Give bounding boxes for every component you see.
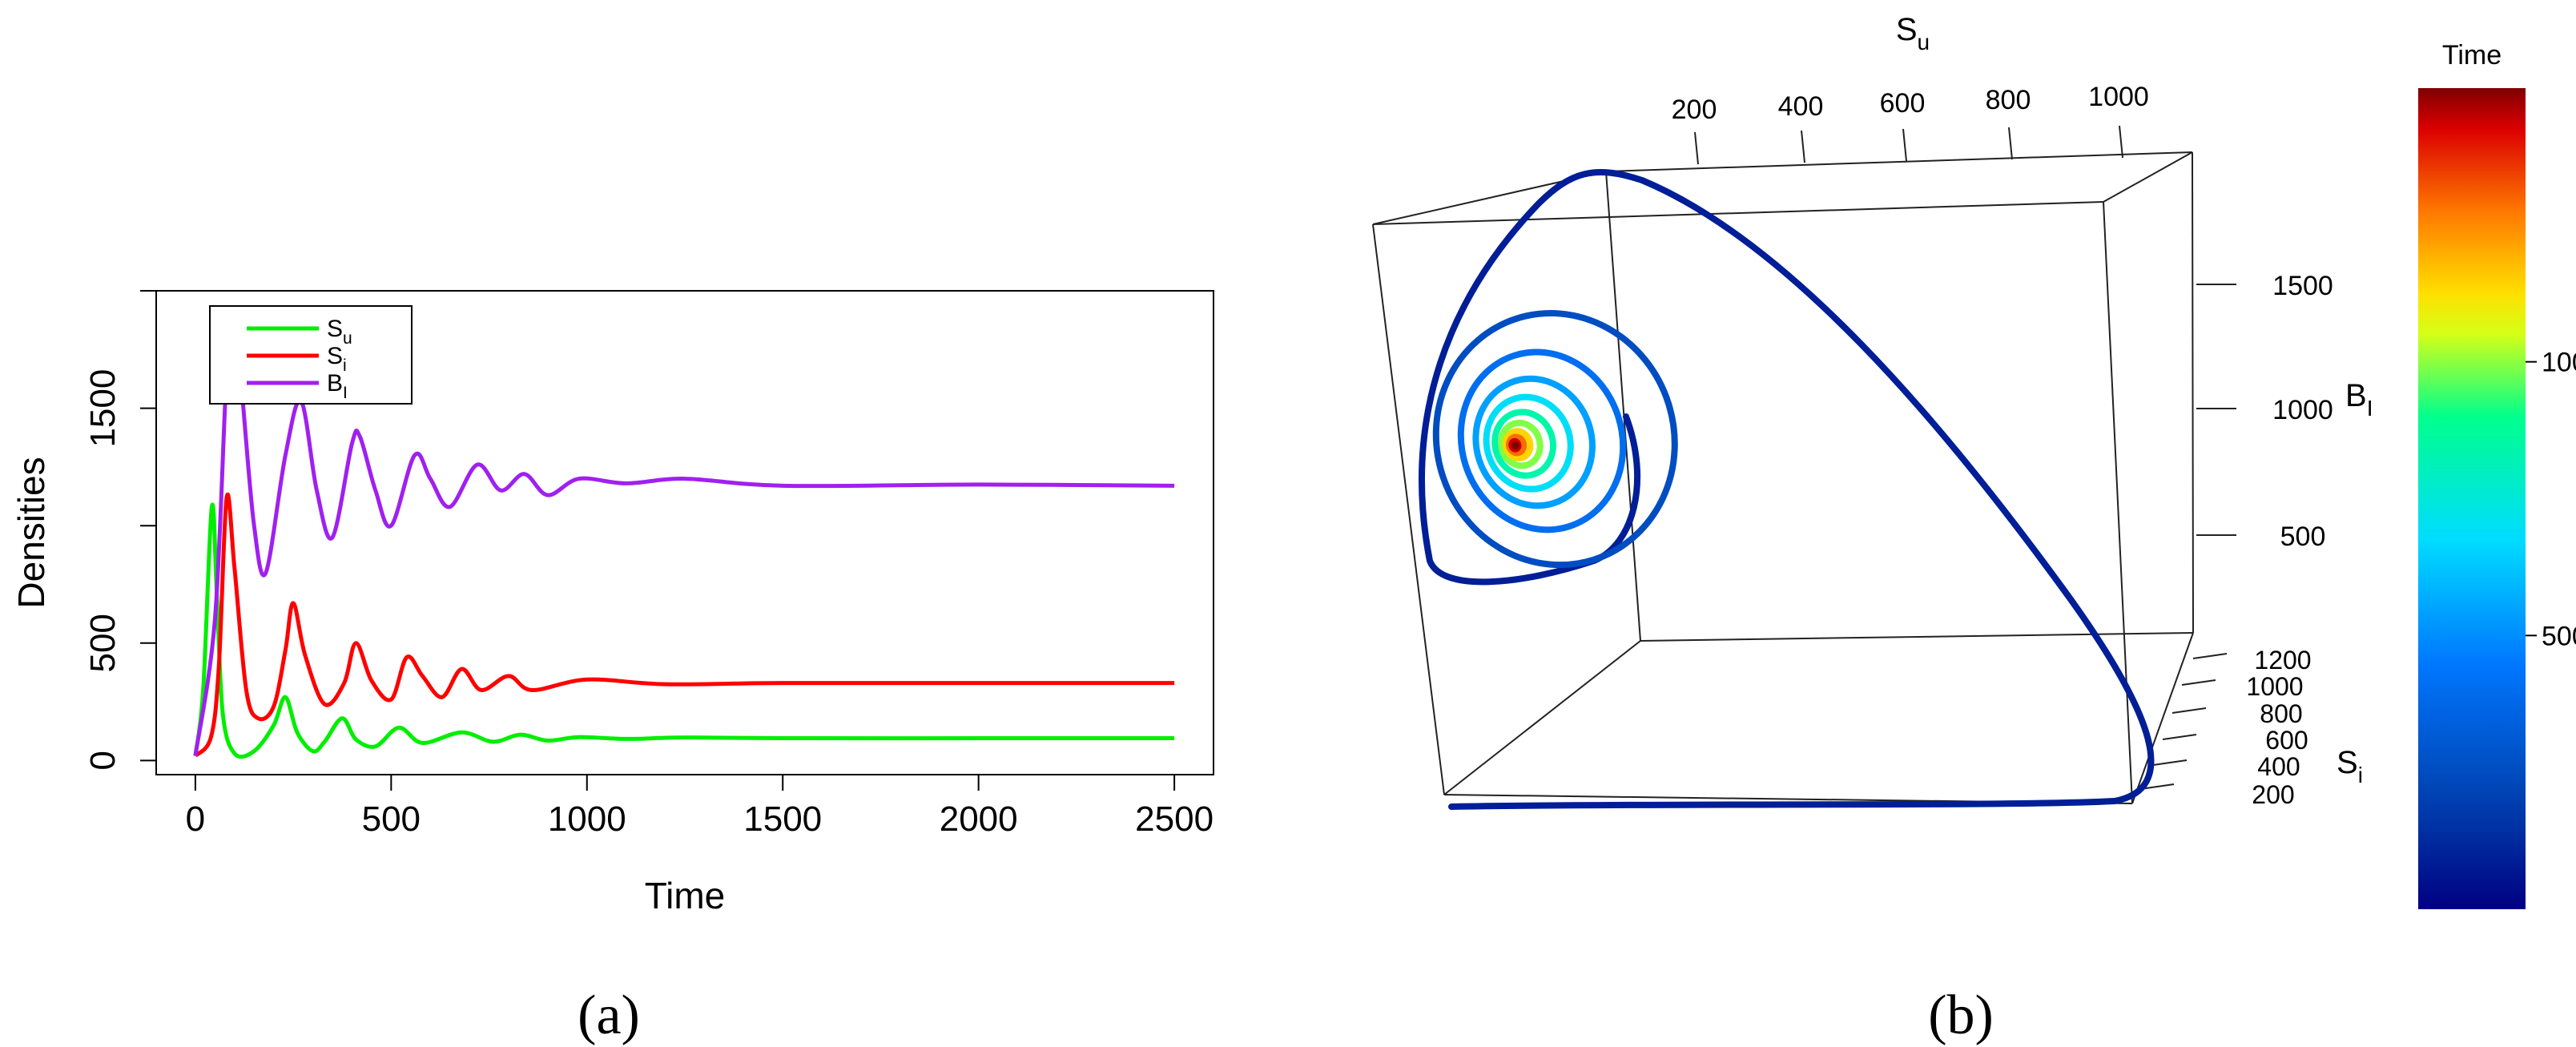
si-axis-label: Si: [2337, 745, 2363, 787]
x-tick-label: 500: [362, 799, 421, 839]
box-edge: [2103, 151, 2193, 203]
bi-axis-label: BI: [2345, 378, 2373, 421]
su-tick: [1801, 130, 1805, 163]
x-tick-label: 2000: [940, 799, 1018, 839]
trajectory-loop: [1491, 409, 1557, 479]
colorbar-tick-label: 500: [2542, 621, 2576, 651]
series-line-Su: [193, 502, 1175, 759]
box-edge: [1372, 223, 1445, 795]
si-tick-label: 1200: [2254, 646, 2311, 675]
trajectory-endpoint: [1511, 441, 1519, 449]
su-tick: [1902, 128, 1907, 162]
su-tick: [2119, 125, 2123, 159]
legend-label: BI: [327, 370, 348, 402]
si-tick: [2181, 679, 2216, 686]
legend-label: Su: [327, 316, 352, 348]
y-axis-label: Densities: [10, 457, 52, 608]
series-line-Si: [193, 493, 1175, 758]
si-tick: [2192, 653, 2228, 659]
box-edge: [1443, 640, 1641, 795]
si-tick: [2162, 734, 2197, 740]
su-axis-label: Su: [1896, 12, 1930, 54]
colorbar-tick-label: 1000: [2542, 348, 2576, 378]
y-tick-label: 0: [83, 751, 123, 770]
x-tick-label: 0: [186, 799, 205, 839]
si-tick-label: 200: [2252, 780, 2294, 809]
si-tick-label: 800: [2260, 699, 2302, 728]
box-edge: [2192, 151, 2194, 634]
su-tick-label: 1000: [2088, 82, 2149, 112]
panel-a: 0 500 1000 1500 2000 2500 0 500 1500 Time Densitie…: [10, 290, 1214, 916]
su-tick-label: 400: [1778, 91, 1824, 122]
box-edge: [2103, 201, 2133, 804]
y-tick-label: 1500: [83, 369, 123, 448]
x-tick-label: 1500: [743, 799, 822, 839]
panel-b: 200 400 600 800 1000Su50010001500BI200400600…: [1372, 12, 2576, 909]
si-tick: [2152, 759, 2188, 766]
colorbar: [2418, 88, 2526, 909]
box-edge: [2131, 632, 2194, 804]
trajectory-loop: [1472, 375, 1596, 509]
plot-frame: [155, 290, 1214, 775]
box-edge: [1372, 201, 2104, 225]
colorbar-title: Time: [2442, 40, 2502, 70]
x-tick-label: 2500: [1135, 799, 1214, 839]
su-tick-label: 200: [1672, 95, 1717, 125]
trajectory-loop: [1483, 393, 1574, 493]
bi-tick-label: 1000: [2272, 395, 2333, 425]
box-edge: [1605, 151, 2193, 172]
x-tick-label: 1000: [548, 799, 626, 839]
si-tick: [2139, 783, 2175, 790]
si-tick-label: 1000: [2246, 672, 2303, 701]
legend-label: Si: [327, 343, 347, 375]
box-edge: [1605, 171, 1641, 642]
si-tick-label: 400: [2257, 752, 2300, 781]
panel-a-label: (a): [578, 985, 640, 1046]
su-tick-label: 800: [1986, 85, 2031, 115]
y-tick-label: 500: [83, 614, 123, 672]
trajectory-outer: [1419, 169, 2155, 810]
panel-b-label: (b): [1928, 985, 1994, 1046]
bi-tick-label: 500: [2280, 521, 2326, 552]
si-tick-label: 600: [2265, 726, 2308, 755]
bi-tick-label: 1500: [2272, 271, 2333, 301]
su-tick: [2008, 127, 2013, 160]
x-axis-label: Time: [645, 875, 726, 916]
su-tick-label: 600: [1880, 88, 1926, 119]
box-edge: [1640, 632, 2194, 642]
trajectory-loop: [1432, 310, 1678, 569]
trajectory-loop: [1457, 348, 1627, 534]
si-tick: [2171, 707, 2207, 714]
trajectory-loop: [1498, 419, 1544, 469]
su-tick: [1694, 131, 1699, 165]
